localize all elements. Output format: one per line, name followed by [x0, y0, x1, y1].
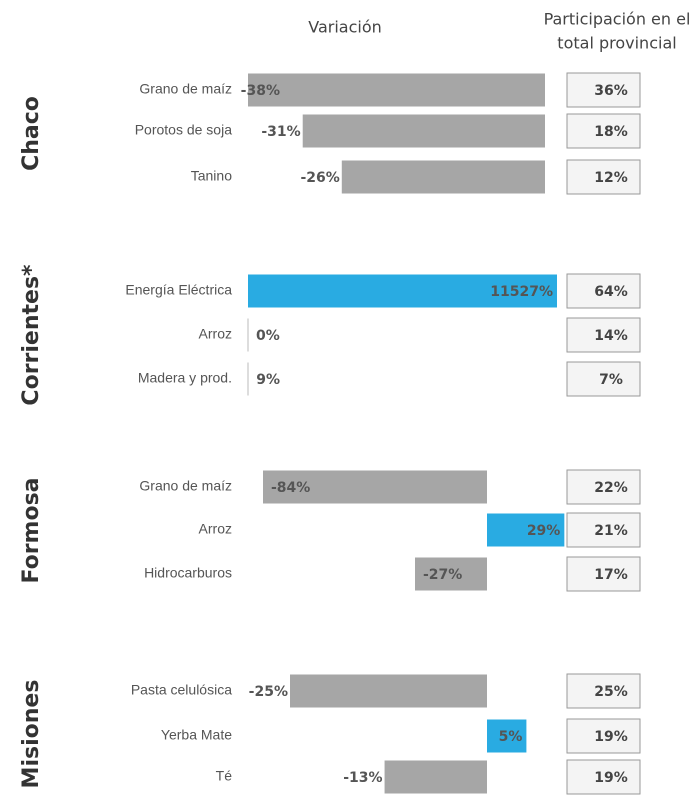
bar [263, 470, 487, 504]
value-label: 9% [256, 372, 280, 388]
share-label: 19% [594, 770, 628, 786]
value-label: -84% [271, 480, 310, 496]
item-label: Grano de maíz [139, 81, 232, 97]
value-label: 0% [256, 328, 280, 344]
item-label: Pasta celulósica [131, 682, 232, 698]
share-box [566, 273, 641, 309]
share-box [566, 556, 641, 592]
share-label: 36% [594, 83, 628, 99]
bar [248, 73, 545, 107]
item-label: Té [216, 768, 233, 784]
share-label: 22% [594, 480, 628, 496]
share-box [566, 72, 641, 108]
share-box [566, 159, 641, 195]
bar [341, 160, 545, 194]
share-label: 21% [594, 523, 628, 539]
header-variation: Variación [308, 18, 382, 37]
item-label: Arroz [199, 521, 232, 537]
bar [384, 760, 487, 794]
share-label: 17% [594, 567, 628, 583]
value-label: 11527% [490, 284, 553, 300]
item-label: Porotos de soja [135, 122, 232, 138]
value-label: -26% [300, 170, 339, 186]
value-label: -31% [261, 124, 300, 140]
share-label: 18% [594, 124, 628, 140]
item-label: Grano de maíz [139, 478, 232, 494]
item-label: Energía Eléctrica [125, 282, 232, 298]
share-label: 12% [594, 170, 628, 186]
value-label: -25% [249, 684, 288, 700]
share-box [566, 113, 641, 149]
bar [290, 674, 487, 708]
item-label: Madera y prod. [138, 370, 232, 386]
share-label: 19% [594, 729, 628, 745]
bar [248, 274, 557, 308]
share-label: 14% [594, 328, 628, 344]
header-share: Participación en el [544, 10, 691, 29]
value-label: -38% [241, 83, 280, 99]
group-name: Chaco [19, 96, 44, 171]
share-label: 7% [599, 372, 623, 388]
share-box [566, 718, 641, 754]
share-box [566, 512, 641, 548]
header-share: total provincial [557, 34, 676, 53]
group-name: Corrientes* [19, 264, 44, 406]
item-label: Arroz [199, 326, 232, 342]
item-label: Tanino [191, 168, 232, 184]
share-box [566, 317, 641, 353]
share-label: 25% [594, 684, 628, 700]
share-box [566, 759, 641, 795]
value-label: 29% [527, 523, 561, 539]
bar [415, 557, 487, 591]
group-name: Formosa [19, 477, 44, 583]
bar [302, 114, 545, 148]
item-label: Hidrocarburos [144, 565, 232, 581]
value-label: -13% [343, 770, 382, 786]
item-label: Yerba Mate [161, 727, 232, 743]
value-label: 5% [499, 729, 523, 745]
group-name: Misiones [19, 680, 44, 789]
share-label: 64% [594, 284, 628, 300]
value-label: -27% [423, 567, 462, 583]
bar [487, 513, 565, 547]
share-box [566, 469, 641, 505]
bar [487, 719, 527, 753]
share-box [566, 361, 641, 397]
share-box [566, 673, 641, 709]
